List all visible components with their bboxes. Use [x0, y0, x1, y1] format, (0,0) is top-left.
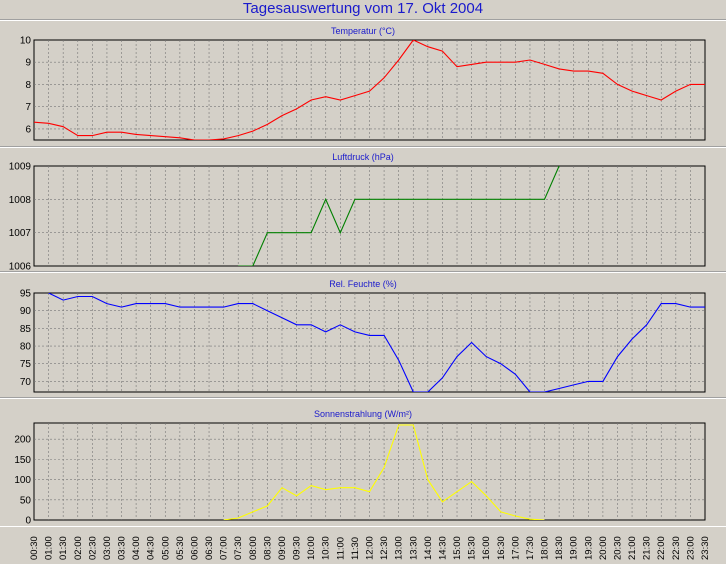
- x-tick-label: 02:00: [73, 536, 84, 560]
- x-tick-label: 01:00: [44, 536, 55, 560]
- x-tick-label: 23:30: [700, 536, 711, 560]
- x-tick-label: 07:00: [219, 536, 230, 560]
- y-tick-label: 0: [25, 516, 31, 527]
- x-tick-label: 08:30: [262, 536, 273, 560]
- chart-panel-1: Temperatur (°C) 6 7 8 9 10: [0, 19, 726, 141]
- x-tick-label: 04:30: [146, 536, 157, 560]
- x-tick-label: 05:30: [175, 536, 186, 560]
- x-tick-label: 18:00: [540, 536, 551, 560]
- x-tick-label: 14:30: [437, 536, 448, 560]
- y-tick-label: 150: [14, 455, 31, 466]
- x-tick-label: 19:00: [569, 536, 580, 560]
- y-tick-label: 1006: [9, 262, 32, 273]
- x-tick-label: 22:30: [671, 536, 682, 560]
- x-tick-label: 17:00: [510, 536, 521, 560]
- y-tick-label: 10: [20, 36, 32, 47]
- x-tick-label: 12:00: [365, 536, 376, 560]
- y-tick-label: 9: [25, 58, 31, 69]
- x-tick-label: 05:00: [160, 536, 171, 560]
- chart-panel-4: Sonnenstrahlung (W/m²) 0 50 100 150 200: [0, 397, 726, 527]
- y-tick-label: 1008: [9, 195, 32, 206]
- chart-panel-2: Luftdruck (hPa) 1006 1007 1008 1009: [0, 146, 726, 273]
- x-tick-label: 20:30: [612, 536, 623, 560]
- x-tick-label: 07:30: [233, 536, 244, 560]
- x-tick-label: 01:30: [58, 536, 69, 560]
- page-title: Tagesauswertung vom 17. Okt 2004: [242, 0, 484, 17]
- x-tick-label: 16:30: [496, 536, 507, 560]
- y-tick-label: 200: [14, 435, 31, 446]
- chart-panel-3: Rel. Feuchte (%) 70 75 80 85 90 95: [0, 271, 726, 393]
- x-tick-label: 14:00: [423, 536, 434, 560]
- x-tick-label: 15:00: [452, 536, 463, 560]
- chart-title: Rel. Feuchte (%): [329, 279, 397, 289]
- y-tick-label: 100: [14, 475, 31, 486]
- y-tick-label: 7: [25, 102, 31, 113]
- chart-title: Sonnenstrahlung (W/m²): [314, 409, 412, 419]
- x-tick-label: 09:30: [292, 536, 303, 560]
- y-tick-label: 80: [20, 342, 32, 353]
- x-tick-label: 17:30: [525, 536, 536, 560]
- x-tick-label: 13:00: [394, 536, 405, 560]
- y-tick-label: 75: [20, 359, 32, 370]
- x-tick-label: 23:00: [685, 536, 696, 560]
- y-tick-label: 8: [25, 80, 31, 91]
- y-tick-label: 1007: [9, 228, 32, 239]
- x-tick-label: 10:00: [306, 536, 317, 560]
- x-tick-label: 03:30: [117, 536, 128, 560]
- y-tick-label: 85: [20, 324, 32, 335]
- x-tick-label: 06:00: [189, 536, 200, 560]
- x-tick-label: 03:00: [102, 536, 113, 560]
- x-tick-label: 20:00: [598, 536, 609, 560]
- chart-title: Luftdruck (hPa): [332, 152, 394, 162]
- y-tick-label: 1009: [9, 162, 32, 173]
- x-tick-label: 00:30: [29, 536, 40, 560]
- x-tick-label: 18:30: [554, 536, 565, 560]
- y-tick-label: 70: [20, 377, 32, 388]
- x-tick-label: 10:30: [321, 536, 332, 560]
- x-tick-label: 02:30: [87, 536, 98, 560]
- x-tick-label: 12:30: [379, 536, 390, 560]
- chart-title: Temperatur (°C): [331, 26, 395, 36]
- x-tick-label: 11:30: [350, 537, 361, 560]
- series-line: [48, 293, 705, 392]
- x-tick-label: 21:00: [627, 536, 638, 560]
- x-tick-label: 16:00: [481, 536, 492, 560]
- y-tick-label: 95: [20, 289, 32, 300]
- x-tick-label: 09:00: [277, 536, 288, 560]
- x-tick-label: 22:00: [656, 536, 667, 560]
- x-tick-label: 13:30: [408, 536, 419, 560]
- x-tick-label: 15:30: [467, 536, 478, 560]
- x-tick-label: 19:30: [583, 536, 594, 560]
- x-tick-label: 21:30: [642, 536, 653, 560]
- y-tick-label: 6: [25, 124, 31, 135]
- y-tick-label: 90: [20, 306, 32, 317]
- x-tick-label: 08:00: [248, 536, 259, 560]
- x-tick-label: 11:00: [335, 537, 346, 560]
- x-tick-label: 04:00: [131, 536, 142, 560]
- x-tick-label: 06:30: [204, 536, 215, 560]
- y-tick-label: 50: [20, 495, 32, 506]
